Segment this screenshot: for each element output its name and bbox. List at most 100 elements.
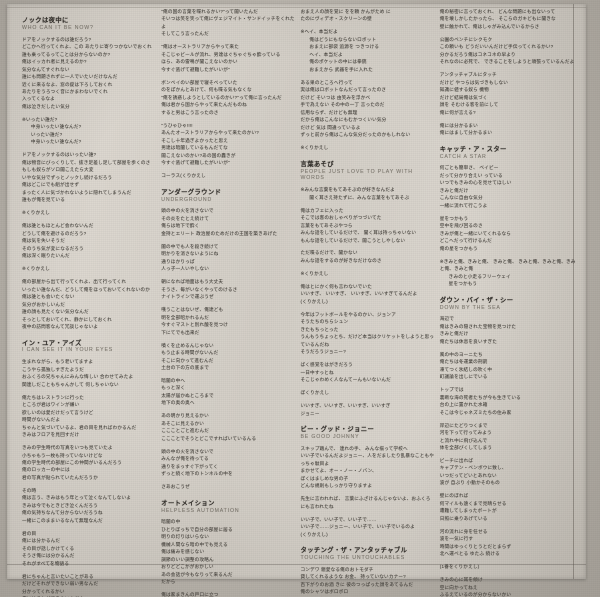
song-title-en: HELPLESS AUTOMATION — [161, 507, 240, 514]
lyric-line: あそこに見えるかい — [161, 420, 205, 426]
lyric-stanza: 君の目 俺には分かるんだ その目が話しかけてくる そうさ俺には分かるんだ それがすべてを… — [22, 530, 156, 567]
lyric-line: 通りをまっすぐ下がってく — [161, 463, 218, 469]
lyric-line: いったい誰なんだ、どうして俺をほっておいてくれないのか — [22, 286, 150, 292]
lyric-line: もう止まる時間がないんだ — [161, 350, 219, 356]
lyric-line: 凍てつく氷結しの吹く中 — [439, 366, 493, 372]
lyric-line: 暗闇の中 — [161, 519, 181, 525]
lyric-line: 分かってくれるかい — [22, 588, 65, 594]
lyric-line: 誰もが俺を見ている — [22, 197, 65, 203]
lyric-line: ずっと続く地下のトンネルの中を — [161, 471, 233, 477]
lyric-line: 俺の気持ちなんて分からないだろうね — [22, 510, 103, 516]
lyric-stanza: ※くりかえし — [22, 265, 156, 272]
lyric-line: 分かるだろう俺はコネコネの早より — [439, 51, 516, 57]
lyric-line: その目が話しかけてくる — [22, 545, 75, 551]
lyric-stanza: "俺の国の言葉を喋れるかい?"って聞いたんだ そいつは笑を笑って俺にヴェジマイト・… — [161, 8, 295, 38]
lyric-stanza: ドアをノックするのはいったい誰? 俺は物音にびっくりして、抜き足差し足して部屋を歩… — [22, 151, 156, 203]
lyric-line: 知識に値する奴ら 機物 — [439, 87, 489, 93]
lyric-line: ドアをノックするのはいったい誰? — [22, 152, 97, 158]
lyric-line: と流れ中に飛び込んで — [439, 437, 488, 443]
lyric-line: スキップ踏んで、 連れの手、 みんな揃って学校へ — [300, 445, 408, 451]
lyric-line: ※くりかえし — [300, 145, 329, 151]
lyric-line: こんなに自由な気分 — [439, 195, 483, 201]
lyric-line: 俺らは地下で酔く — [161, 223, 200, 229]
lyric-line: そこでは客のおしゃべりがつづいてた — [300, 215, 382, 221]
lyric-line: だから俺はこんなにもむかつくいい気分 — [300, 117, 387, 123]
lyric-line: 小ちゃもう一枚も持っていないけどな — [22, 452, 103, 458]
song-block: キャッチ・ア・スター CATCH A STAR 何ごとも簡単さ、 ベイビー だって分か… — [440, 146, 579, 288]
lyric-line: だけどそれができない弱い男なんだ — [22, 581, 99, 587]
lyric-line: そこじゃわめく人なんてーんもいないんだ — [300, 377, 391, 383]
lyric-line: きたもちっとった — [300, 326, 339, 332]
song-block: アンダーグラウンド UNDERGROUND 頭の中の火を消さないで その炎をたとえ続け… — [161, 189, 295, 491]
lyric-line: 俺たちは冬運業の刑罰 — [439, 359, 488, 365]
lyric-line: 通りほかりっぱ — [161, 258, 195, 264]
lyric-line: 中身いったい誰なんだ? — [28, 139, 82, 145]
lyric-line: キャプテン・ベンボウに致し、 — [439, 465, 507, 471]
lyric-line: トップでは — [439, 387, 464, 393]
lyric-line: 下にてでも出来だ — [161, 329, 200, 335]
column-2: "俺の国の言葉を喋れるかい?"って聞いたんだ そいつは笑を笑って俺にヴェジマイト・… — [161, 8, 300, 597]
lyric-stanza: スキップ踏んで、 連れの手、 みんな揃って学校へ いい子でいるんだよジョニー、人を… — [301, 445, 435, 490]
lyric-line: ナイトラインで運ぶうぜ — [161, 294, 214, 300]
lyric-line: 俺は誰とも会いたくない — [22, 294, 75, 300]
lyric-line: 君の目 — [22, 530, 37, 536]
lyric-stanza: コンデワ 親愛なる俺のおトモダチ 貸してくれるような お金、 持っていないカナー?… — [301, 566, 435, 597]
lyric-line: もしも奴らがソロ聞こえたら大変 — [22, 167, 94, 173]
lyric-stanza: ※いったい誰だ? 中身いったい誰なんだ? いったい誰だ? 中身いったい誰なんだ? — [22, 116, 156, 146]
lyric-line: どうして俺を避けるのだろう? — [22, 230, 87, 236]
lyric-line: ぼくりかえし — [300, 390, 330, 396]
lyric-line: きみが俺と一緒にいてくれるなら — [439, 230, 512, 236]
lyric-stanza: ある果のところへ行って 実は俺はロボットなんだって言ったのさ だけど そいつは 由笑… — [301, 79, 435, 139]
song-title-ja: アンダーグラウンド — [161, 188, 222, 196]
lyric-line: だから — [161, 579, 176, 585]
lyric-line: 人っ子一人いやしない — [161, 266, 209, 272]
lyric-stanza: ※くりかえし — [22, 209, 156, 216]
lyric-line: だけど そいつは 由笑みを浮かべ — [300, 94, 371, 100]
lyric-line: ここことでそうとどこですればいているんる — [161, 435, 257, 441]
lyric-line: 信用ならず、だけども無理 — [300, 109, 358, 115]
lyric-line: ジョニー — [300, 410, 320, 416]
lyric-stanza: 生まれながら、もう老いてますよ こうやら孤独しすぎたようだ おふくろの兄ちゃんにみん… — [22, 358, 156, 388]
lyric-line: ※ヘイ、本当だよ — [300, 29, 338, 35]
lyric-line: 闇の中でも人を殺き続けて — [161, 243, 219, 249]
lyric-stanza: (1番をくりかえし) — [440, 563, 579, 570]
song-title-ja: キャッチ・ア・スター — [439, 145, 507, 153]
lyric-line: 太陽が届かぬところまで — [161, 392, 214, 398]
song-title-ja: オートメイション — [161, 499, 215, 507]
lyric-line: みんな話をするのが好きなだけなのさ — [300, 257, 382, 263]
lyric-line: 俺はきみの隠された宝物を見つけた — [439, 323, 517, 329]
lyric-line: ばく感覚をはがきだろう — [300, 362, 353, 368]
lyric-line: もっと深く — [161, 385, 186, 391]
lyric-stanza: 朝になれば地面はもう大丈夫 そうさ、毎がいなくやってのけるさ ナイトラインで運ぶうぜ — [161, 278, 295, 300]
lyric-stanza: ばく感覚をはがきだろう 一日中すっとね そこじゃわめく人なんてーんもいないんだ — [301, 361, 435, 383]
lyric-stanza: 噴くを止めるんじゃない もう止まる時間がないんだ そこに向かって進むんだ 土台の下の方… — [161, 342, 295, 372]
lyric-line: 日照に乗りあげている — [439, 515, 488, 521]
lyric-line: ビーチに出れば — [439, 458, 474, 463]
lyric-line: (くりかえし) — [300, 531, 328, 537]
lyric-line: 欲しいのは愛だけだって言うけど — [22, 409, 94, 415]
lyric-line: おまえから 武器を手に入れた — [306, 66, 373, 72]
lyric-line: その時 — [22, 487, 37, 493]
lyric-line: 俺はイッカれ者に見えるのか? — [22, 59, 87, 65]
lyric-line: ずっと前から俺はこんな気分だったのかもしれない — [300, 132, 411, 138]
lyric-line: きみは今でもときどき泣くんだろう — [22, 502, 98, 508]
lyric-stanza: ※きみと俺、きみと俺、 きみと俺、 きみと俺、きみと俺、きみと俺、きみと俺 きみ… — [440, 258, 579, 288]
lyric-stanza: ※くりかえし — [301, 144, 435, 151]
lyric-line: 壁にのぼれば — [439, 493, 469, 499]
lyric-line: (くりかえし) — [300, 298, 328, 304]
lyric-line: 俺には分かるんだ — [22, 538, 61, 544]
lyric-line: コンデワ 親愛なる俺のおトモダチ — [300, 566, 374, 572]
lyric-line: 中身いったい誰なんだ? — [28, 124, 82, 130]
lyric-stanza: きみの学生時代の写真をいつも見ていたよ 小ちゃもう一枚も持っていないけどな 俺の学生… — [22, 444, 156, 481]
lyric-line: 先生に言われれば、 言葉にふざけるんじゃないよ、おふくろにも言われたね — [300, 496, 431, 509]
song-title-en: PEOPLE JUST LOVE TO PLAY WITH WORDS — [300, 168, 413, 182]
lyric-line: 海辺で — [439, 316, 455, 322]
lyric-line: 波が 自ぶり 小動かそのもの — [439, 480, 500, 486]
lyric-line: あの会話が今もなりって来るんだ — [161, 571, 233, 577]
lyric-line: そこし十年過ぎよかったと思え — [161, 137, 229, 143]
lyric-line: "俺を誘惑しようとしているのかい?"って俺に言ったんだ — [161, 94, 282, 100]
lyric-line: 頭の中の火を消さないで — [161, 448, 214, 454]
lyric-line: みんなが俺を待ってる — [161, 456, 209, 462]
lyric-line: 気分がおかしいんだ — [22, 301, 65, 307]
